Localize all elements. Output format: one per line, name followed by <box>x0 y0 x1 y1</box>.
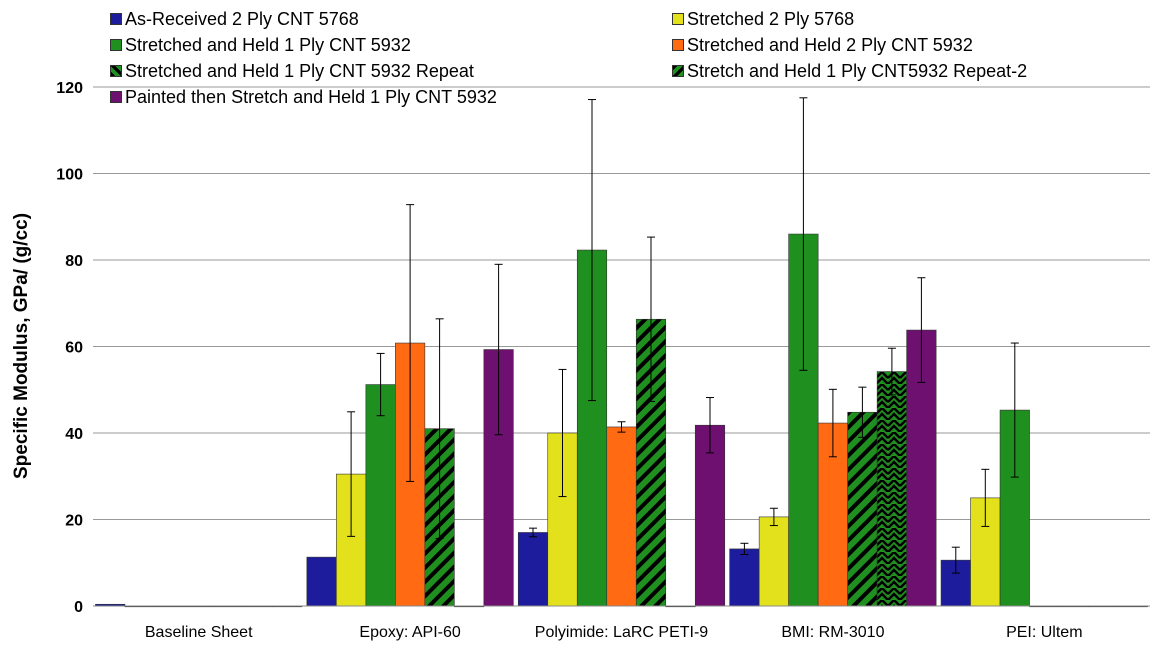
legend-swatch <box>672 13 684 25</box>
legend-item: Stretch and Held 1 Ply CNT5932 Repeat-2 <box>672 60 1027 82</box>
legend-swatch <box>672 39 684 51</box>
y-tick-label: 100 <box>56 167 83 184</box>
y-tick-label: 60 <box>65 340 83 357</box>
bar <box>306 556 337 607</box>
legend-swatch <box>110 65 122 77</box>
legend-label: Stretched and Held 2 Ply CNT 5932 <box>687 34 973 55</box>
y-tick-label: 40 <box>65 426 83 443</box>
legend-swatch <box>110 91 122 103</box>
legend-item: Stretched and Held 2 Ply CNT 5932 <box>672 34 973 56</box>
legend-label: Painted then Stretch and Held 1 Ply CNT … <box>125 86 497 107</box>
legend-item: Painted then Stretch and Held 1 Ply CNT … <box>110 86 497 108</box>
legend-label: As-Received 2 Ply CNT 5768 <box>125 8 359 29</box>
bars <box>95 97 1148 608</box>
bar <box>517 532 549 607</box>
legend: As-Received 2 Ply CNT 5768 Stretched 2 Pl… <box>0 0 1167 130</box>
y-tick-label: 80 <box>65 253 83 270</box>
x-tick-label: PEI: Ultem <box>1006 624 1082 641</box>
legend-swatch <box>672 65 684 77</box>
y-tick-label: 20 <box>65 513 83 530</box>
legend-label: Stretched and Held 1 Ply CNT 5932 Repeat <box>125 60 474 81</box>
legend-label: Stretched 2 Ply 5768 <box>687 8 855 29</box>
bar <box>876 371 907 607</box>
axes: 0 20 40 60 80 100 120 Baseline Sheet Epoxy: API-… <box>56 80 1150 641</box>
y-axis-title: Specific Modulus, GPa/ (g/cc) <box>11 213 32 479</box>
legend-item: Stretched 2 Ply 5768 <box>672 8 854 30</box>
bar <box>365 384 396 607</box>
y-tick-label: 120 <box>56 80 83 97</box>
bar <box>847 411 878 607</box>
legend-item: Stretched and Held 1 Ply CNT 5932 <box>110 34 411 56</box>
x-tick-label: Polyimide: LaRC PETI-9 <box>535 624 708 641</box>
legend-swatch <box>110 13 122 25</box>
y-tick-label: 0 <box>74 599 83 616</box>
legend-item: Stretched and Held 1 Ply CNT 5932 Repeat <box>110 60 474 82</box>
x-tick-label: Epoxy: API-60 <box>359 624 460 641</box>
legend-item: As-Received 2 Ply CNT 5768 <box>110 8 359 30</box>
bar <box>729 548 760 607</box>
bar <box>758 516 789 607</box>
bar <box>606 426 637 607</box>
legend-label: Stretch and Held 1 Ply CNT5932 Repeat-2 <box>687 60 1028 81</box>
legend-swatch <box>110 39 122 51</box>
x-tick-label: Baseline Sheet <box>145 624 253 641</box>
legend-label: Stretched and Held 1 Ply CNT 5932 <box>125 34 411 55</box>
x-tick-label: BMI: RM-3010 <box>781 624 884 641</box>
